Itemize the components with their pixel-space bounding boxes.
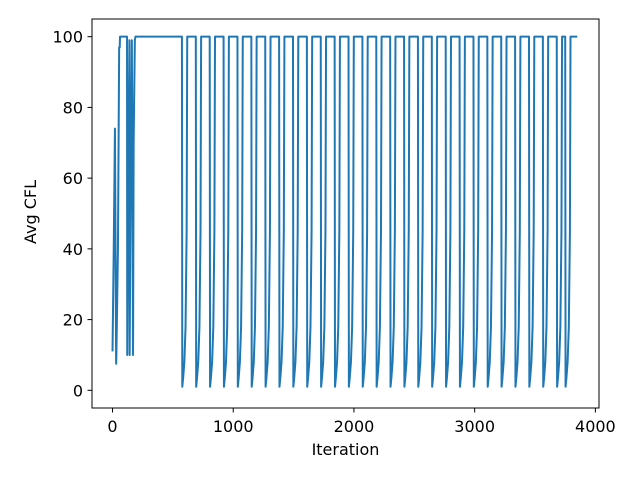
y-axis-ticks: 0 20 40 60 80 100 [52, 28, 92, 400]
axes-frame [91, 18, 600, 409]
y-tick-label: 20 [63, 311, 83, 330]
plot-area [111, 35, 578, 388]
y-tick-label: 100 [52, 28, 83, 47]
series-line-0 [111, 35, 578, 388]
y-tick-label: 80 [63, 98, 83, 117]
y-axis-label: Avg CFL [21, 180, 40, 244]
y-tick-label: 60 [63, 169, 83, 188]
x-axis-ticks: 0 1000 2000 3000 4000 [107, 408, 616, 436]
x-tick-label: 4000 [575, 417, 616, 436]
x-tick-label: 3000 [454, 417, 495, 436]
y-tick-label: 0 [73, 381, 83, 400]
x-tick-label: 1000 [213, 417, 254, 436]
x-axis-label: Iteration [312, 440, 380, 459]
x-tick-label: 2000 [334, 417, 375, 436]
y-tick-label: 40 [63, 240, 83, 259]
x-tick-label: 0 [107, 417, 117, 436]
